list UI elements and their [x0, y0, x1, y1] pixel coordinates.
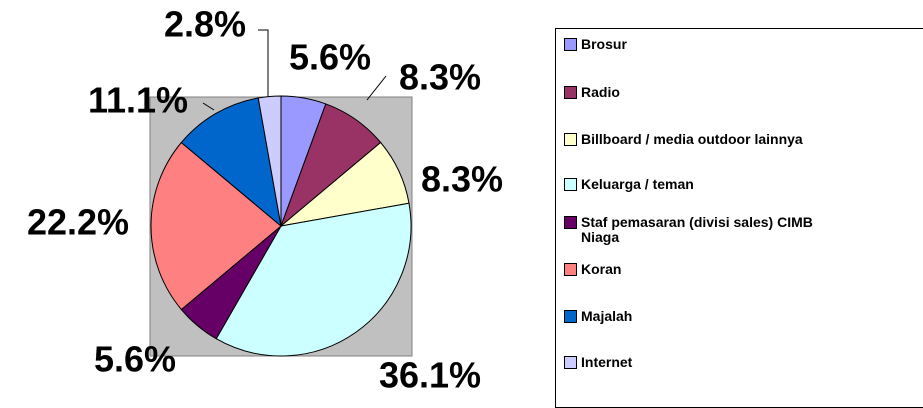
legend-entry: Brosur [564, 37, 627, 52]
data-label: 2.8% [164, 4, 246, 45]
data-label: 8.3% [421, 159, 503, 200]
legend-swatch [564, 86, 577, 99]
data-label: 5.6% [289, 37, 371, 78]
data-label: 5.6% [94, 339, 176, 380]
legend-entry: Radio [564, 85, 620, 100]
legend-entry: Majalah [564, 309, 632, 324]
legend-label: Majalah [581, 308, 633, 324]
leader-line [366, 75, 387, 101]
leader-line [258, 29, 269, 97]
data-label: 22.2% [27, 202, 129, 243]
legend-label: Staf pemasaran (divisi sales) CIMB Niaga [581, 214, 813, 245]
pie [150, 95, 412, 357]
legend-entry: Internet [564, 355, 632, 370]
data-label: 8.3% [399, 57, 481, 98]
legend-label: Billboard / media outdoor lainnya [581, 131, 803, 147]
leader-line [202, 102, 215, 111]
legend-swatch [564, 178, 577, 191]
legend-entry: Keluarga / teman [564, 177, 694, 192]
legend-label: Internet [581, 354, 633, 370]
pie-slice [257, 95, 282, 227]
legend-swatch [564, 133, 577, 146]
legend-swatch [564, 38, 577, 51]
legend: Brosur Radio Billboard / media outdoor lai… [555, 28, 923, 408]
legend-entry: Koran [564, 262, 621, 277]
legend-entry: Staf pemasaran (divisi sales) CIMB Niaga [564, 215, 816, 245]
legend-swatch [564, 216, 577, 229]
data-label: 11.1% [88, 80, 188, 121]
legend-swatch [564, 356, 577, 369]
legend-swatch [564, 310, 577, 323]
legend-label: Koran [581, 261, 622, 277]
pie-slice [180, 97, 282, 228]
legend-label: Keluarga / teman [581, 176, 694, 192]
data-label: 36.1% [379, 355, 481, 396]
legend-entry: Billboard / media outdoor lainnya [564, 132, 803, 147]
legend-label: Brosur [581, 36, 627, 52]
legend-swatch [564, 263, 577, 276]
pie-slice [215, 202, 412, 357]
pie-slice [150, 141, 282, 311]
legend-label: Radio [581, 84, 620, 100]
